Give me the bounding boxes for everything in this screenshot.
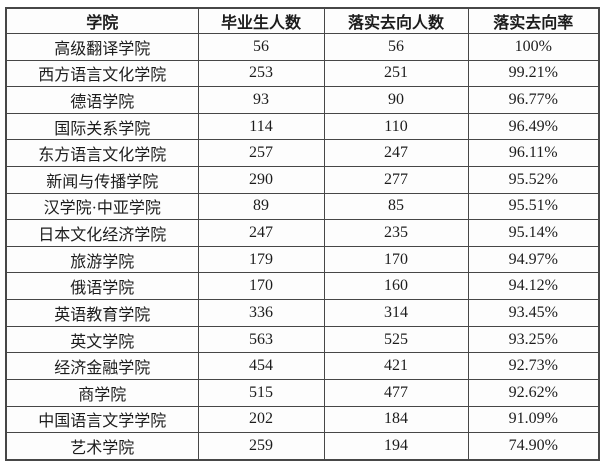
cell-college: 英文学院 — [5, 325, 199, 354]
cell-rate: 100% — [467, 33, 600, 61]
cell-placed: 170 — [323, 245, 469, 274]
cell-graduates: 89 — [197, 192, 325, 221]
cell-placed: 235 — [323, 219, 469, 247]
cell-college: 德语学院 — [5, 86, 199, 114]
table-row: 西方语言文化学院 253 251 99.21% — [5, 59, 600, 88]
cell-rate: 96.49% — [467, 112, 600, 141]
cell-college: 西方语言文化学院 — [5, 59, 199, 88]
cell-placed: 110 — [323, 112, 469, 141]
cell-rate: 93.45% — [467, 299, 600, 327]
cell-graduates: 257 — [197, 139, 325, 168]
employment-stats-table: 学院 毕业生人数 落实去向人数 落实去向率 高级翻译学院 56 56 100% … — [5, 7, 600, 461]
table-row: 中国语言文学学院 202 184 91.09% — [5, 405, 600, 434]
cell-graduates: 170 — [197, 272, 325, 301]
cell-rate: 92.73% — [467, 352, 600, 380]
cell-college: 商学院 — [5, 378, 199, 407]
table-row: 国际关系学院 114 110 96.49% — [5, 112, 600, 141]
cell-college: 日本文化经济学院 — [5, 219, 199, 247]
cell-graduates: 454 — [197, 352, 325, 380]
table-row: 经济金融学院 454 421 92.73% — [5, 352, 600, 380]
cell-graduates: 253 — [197, 59, 325, 88]
cell-graduates: 336 — [197, 299, 325, 327]
cell-placed: 247 — [323, 139, 469, 168]
cell-placed: 277 — [323, 166, 469, 194]
cell-rate: 99.21% — [467, 59, 600, 88]
cell-college: 高级翻译学院 — [5, 33, 199, 61]
employment-table-container: 学院 毕业生人数 落实去向人数 落实去向率 高级翻译学院 56 56 100% … — [5, 7, 600, 461]
cell-graduates: 93 — [197, 86, 325, 114]
cell-college: 国际关系学院 — [5, 112, 199, 141]
cell-college: 艺术学院 — [5, 432, 199, 461]
cell-rate: 95.51% — [467, 192, 600, 221]
cell-rate: 92.62% — [467, 378, 600, 407]
table-row: 旅游学院 179 170 94.97% — [5, 245, 600, 274]
cell-placed: 251 — [323, 59, 469, 88]
header-row: 学院 毕业生人数 落实去向人数 落实去向率 — [5, 7, 600, 34]
cell-placed: 477 — [323, 378, 469, 407]
table-row: 德语学院 93 90 96.77% — [5, 86, 600, 114]
table-row: 商学院 515 477 92.62% — [5, 378, 600, 407]
cell-placed: 85 — [323, 192, 469, 221]
cell-college: 经济金融学院 — [5, 352, 199, 380]
cell-placed: 184 — [323, 405, 469, 434]
cell-graduates: 259 — [197, 432, 325, 461]
cell-rate: 95.14% — [467, 219, 600, 247]
table-body: 高级翻译学院 56 56 100% 西方语言文化学院 253 251 99.21… — [5, 33, 600, 461]
column-header-placed: 落实去向人数 — [323, 7, 469, 34]
table-row: 英文学院 563 525 93.25% — [5, 325, 600, 354]
table-row: 日本文化经济学院 247 235 95.14% — [5, 219, 600, 247]
cell-rate: 96.11% — [467, 139, 600, 168]
table-row: 高级翻译学院 56 56 100% — [5, 33, 600, 61]
cell-placed: 56 — [323, 33, 469, 61]
cell-graduates: 179 — [197, 245, 325, 274]
cell-rate: 91.09% — [467, 405, 600, 434]
cell-college: 旅游学院 — [5, 245, 199, 274]
table-row: 新闻与传播学院 290 277 95.52% — [5, 166, 600, 194]
cell-graduates: 114 — [197, 112, 325, 141]
table-row: 英语教育学院 336 314 93.45% — [5, 299, 600, 327]
cell-rate: 96.77% — [467, 86, 600, 114]
cell-rate: 93.25% — [467, 325, 600, 354]
cell-graduates: 563 — [197, 325, 325, 354]
table-row: 汉学院·中亚学院 89 85 95.51% — [5, 192, 600, 221]
cell-college: 中国语言文学学院 — [5, 405, 199, 434]
cell-college: 东方语言文化学院 — [5, 139, 199, 168]
cell-graduates: 202 — [197, 405, 325, 434]
cell-placed: 314 — [323, 299, 469, 327]
cell-placed: 160 — [323, 272, 469, 301]
cell-rate: 74.90% — [467, 432, 600, 461]
cell-college: 英语教育学院 — [5, 299, 199, 327]
cell-placed: 421 — [323, 352, 469, 380]
cell-college: 新闻与传播学院 — [5, 166, 199, 194]
table-row: 艺术学院 259 194 74.90% — [5, 432, 600, 461]
cell-placed: 525 — [323, 325, 469, 354]
cell-rate: 94.12% — [467, 272, 600, 301]
column-header-rate: 落实去向率 — [467, 7, 600, 34]
table-row: 东方语言文化学院 257 247 96.11% — [5, 139, 600, 168]
column-header-graduates: 毕业生人数 — [197, 7, 325, 34]
cell-graduates: 290 — [197, 166, 325, 194]
cell-rate: 94.97% — [467, 245, 600, 274]
column-header-college: 学院 — [5, 7, 199, 34]
cell-college: 汉学院·中亚学院 — [5, 192, 199, 221]
cell-placed: 194 — [323, 432, 469, 461]
cell-graduates: 515 — [197, 378, 325, 407]
cell-college: 俄语学院 — [5, 272, 199, 301]
cell-graduates: 56 — [197, 33, 325, 61]
table-row: 俄语学院 170 160 94.12% — [5, 272, 600, 301]
cell-rate: 95.52% — [467, 166, 600, 194]
cell-placed: 90 — [323, 86, 469, 114]
cell-graduates: 247 — [197, 219, 325, 247]
